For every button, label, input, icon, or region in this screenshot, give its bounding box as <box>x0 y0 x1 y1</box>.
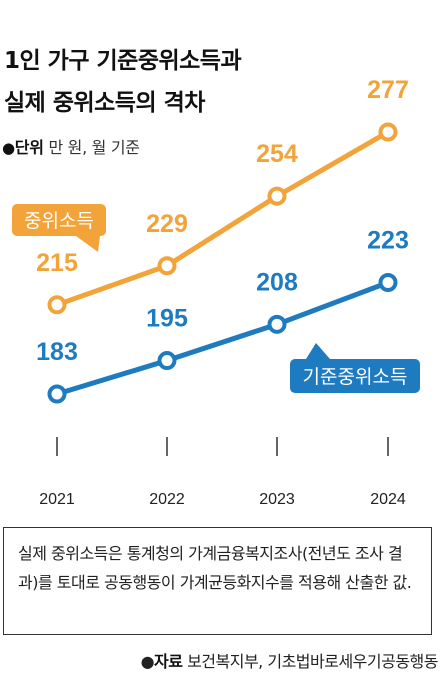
data-point <box>378 122 398 142</box>
data-label: 229 <box>146 210 188 238</box>
data-label: 208 <box>256 268 298 296</box>
data-label: 223 <box>367 227 409 255</box>
data-point <box>378 273 398 293</box>
series-tag-pointer <box>306 343 330 359</box>
data-point <box>47 295 67 315</box>
series-tag-pointer <box>76 236 100 252</box>
source-text: 보건복지부, 기초법바로세우기공동행동 <box>187 652 438 671</box>
series-line <box>54 280 391 397</box>
title-line-2: 실제 중위소득의 격차 <box>4 90 205 116</box>
series-tag-label: 중위소득 <box>24 210 94 232</box>
x-tick-label: 2023 <box>259 491 295 508</box>
data-label: 183 <box>36 338 78 366</box>
data-point <box>267 314 287 334</box>
data-point <box>267 186 287 206</box>
methodology-note: 실제 중위소득은 통계청의 가계금융복지조사(전년도 조사 결과)를 토대로 공… <box>3 527 432 635</box>
series-tag-box <box>12 204 106 236</box>
x-tick-label: 2022 <box>149 491 185 508</box>
data-point <box>157 256 177 276</box>
source-label: 자료 <box>154 652 183 671</box>
data-label: 215 <box>36 249 78 277</box>
series-tag-box <box>290 359 420 393</box>
unit-note: ●단위 만 원, 월 기준 <box>2 134 140 158</box>
x-tick-label: 2021 <box>39 491 75 508</box>
data-label: 195 <box>146 305 188 333</box>
series-line <box>54 129 391 308</box>
series-tag-label: 기준중위소득 <box>303 366 408 388</box>
line-chart: 2021 2022 2023 2024 215 229 254 277 183 195 208 223… <box>12 76 420 508</box>
data-point <box>47 384 67 404</box>
title-line-1: 1인 가구 기준중위소득과 <box>4 48 242 74</box>
chart-title: 1인 가구 기준중위소득과 실제 중위소득의 격차 <box>4 40 434 124</box>
data-label: 277 <box>367 76 409 104</box>
x-tick-label: 2024 <box>370 491 406 508</box>
data-point <box>157 351 177 371</box>
data-label: 254 <box>256 140 298 168</box>
unit-label: 단위 <box>14 138 44 157</box>
unit-bullet: ● <box>2 139 15 157</box>
source-note: ●자료 보건복지부, 기초법바로세우기공동행동 <box>140 648 439 672</box>
unit-text: 만 원, 월 기준 <box>48 138 140 157</box>
source-bullet: ● <box>140 652 155 671</box>
